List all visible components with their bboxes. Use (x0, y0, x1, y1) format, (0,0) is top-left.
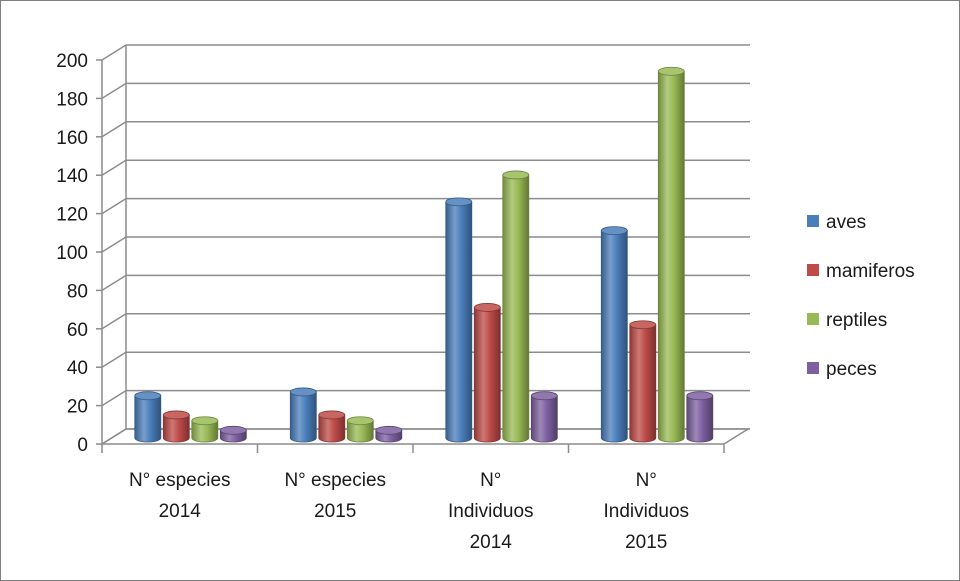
gridline-depth (101, 236, 127, 253)
bar-body (289, 391, 317, 443)
legend-item-aves: aves (807, 212, 866, 233)
legend-label: aves (826, 212, 866, 233)
bar-body (346, 420, 374, 443)
bar-body (318, 414, 346, 443)
bar-top (289, 387, 317, 397)
y-axis-ticks: 0 20 40 60 80 100 120 140 160 180 200 (56, 51, 88, 456)
bar-body (530, 395, 558, 443)
bar-top (657, 66, 685, 76)
x-tick-label: N° especies (284, 470, 386, 491)
bar-peces (219, 425, 247, 443)
gridline-depth (101, 44, 127, 61)
legend-item-reptiles: reptiles (807, 310, 887, 331)
bar-body (502, 174, 530, 443)
y-tick-label: 80 (67, 281, 88, 302)
bar-peces (530, 391, 558, 443)
gridline-depth (101, 159, 127, 176)
legend-swatch (807, 362, 819, 374)
bar-top (134, 391, 162, 401)
bar-body (629, 324, 657, 443)
legend-label: reptiles (826, 310, 887, 331)
y-tick-label: 60 (67, 320, 88, 341)
bar-top (686, 391, 714, 401)
bar-top (191, 416, 219, 426)
y-tick-label: 120 (56, 205, 88, 226)
bar-aves (600, 226, 628, 443)
bar-body (191, 420, 219, 443)
bar-body (445, 201, 473, 443)
x-axis-labels: N° especies 2014 N° especies 2015 N° Individu… (129, 470, 689, 553)
bar-reptiles (346, 416, 374, 443)
gridline-depth (101, 428, 127, 445)
y-tick-label: 180 (56, 89, 88, 110)
gridline-depth (101, 389, 127, 407)
y-tick-label: 0 (77, 435, 88, 456)
legend-item-peces: peces (807, 359, 877, 380)
bar-reptiles (657, 66, 685, 443)
bar-aves (445, 197, 473, 443)
legend: aves mamiferos reptiles peces (807, 212, 915, 380)
bar-top (473, 303, 501, 312)
legend-swatch (807, 313, 819, 325)
x-tick-label: 2014 (470, 532, 513, 553)
bar-top (445, 197, 473, 207)
legend-swatch (807, 215, 819, 227)
bar-top (629, 320, 657, 330)
bar-mamiferos (629, 320, 657, 443)
bar-reptiles (502, 170, 530, 443)
bar-mamiferos (473, 303, 501, 443)
x-tick-label: 2015 (314, 501, 356, 522)
gridline-depth (101, 313, 127, 330)
y-tick-label: 140 (56, 166, 88, 187)
bar-top (219, 425, 247, 435)
bar-top (530, 391, 558, 401)
gridline-depth (101, 197, 127, 215)
y-tick-label: 40 (67, 358, 88, 379)
gridline-depth (101, 351, 127, 368)
legend-item-mamiferos: mamiferos (807, 261, 915, 282)
bar-mamiferos (162, 410, 190, 443)
bar-top (318, 410, 346, 420)
bars (134, 66, 714, 443)
bar-reptiles (191, 416, 219, 443)
bar-body (686, 395, 714, 443)
x-tick-label: N° (636, 470, 657, 491)
x-tick-label: Individuos (448, 501, 534, 522)
bar-body (600, 230, 628, 443)
bar-body (657, 70, 685, 443)
gridline-depth (101, 274, 127, 292)
gridline-depth (101, 121, 127, 138)
bar-body (134, 395, 162, 443)
x-tick-label: 2015 (625, 532, 667, 553)
legend-label: mamiferos (826, 261, 915, 282)
legend-swatch (807, 264, 819, 276)
bar-body (473, 307, 501, 443)
bar-top (502, 170, 530, 180)
x-tick-label: 2014 (159, 501, 202, 522)
x-tick-label: Individuos (603, 501, 689, 522)
x-tick-label: N° (480, 470, 501, 491)
legend-label: peces (826, 359, 877, 380)
bar-peces (375, 425, 403, 443)
bar-top (346, 416, 374, 426)
y-tick-label: 160 (56, 128, 88, 149)
y-tick-label: 200 (56, 51, 88, 72)
bar-body (162, 414, 190, 443)
y-tick-label: 100 (56, 243, 88, 264)
bar-top (375, 425, 403, 435)
bar-top (600, 226, 628, 236)
gridline-depth (101, 82, 127, 100)
bar-aves (134, 391, 162, 443)
bar-mamiferos (318, 410, 346, 443)
bar-aves (289, 387, 317, 443)
y-tick-label: 20 (67, 397, 88, 418)
bar-top (162, 410, 190, 420)
x-tick-label: N° especies (129, 470, 231, 491)
bar-peces (686, 391, 714, 443)
